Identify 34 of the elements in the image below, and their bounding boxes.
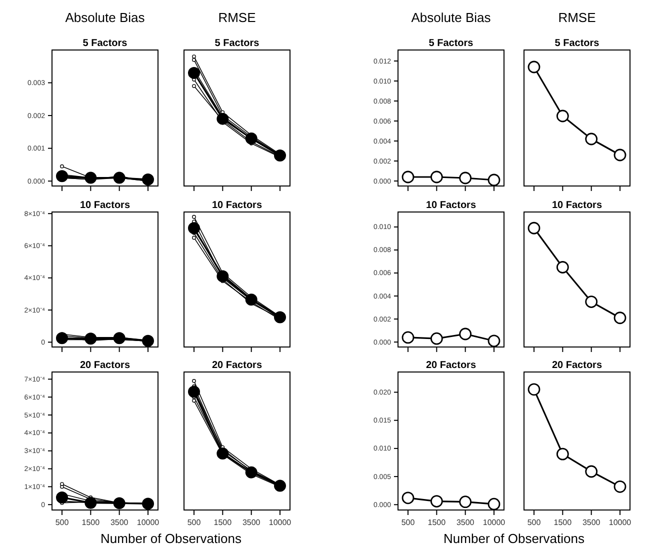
x-axis-title: Number of Observations (444, 531, 585, 546)
chart-title: 10 Factors (552, 200, 602, 211)
x-tick-label: 10000 (608, 518, 632, 527)
chart-title: 5 Factors (428, 38, 474, 49)
text: RMSE (218, 10, 256, 25)
x-tick-label: 500 (401, 518, 416, 527)
x-tick-label: 500 (187, 518, 202, 527)
x-tick-label: 500 (55, 518, 70, 527)
x-tick-label: 3500 (242, 518, 261, 527)
chart-title: 5 Factors (82, 38, 128, 49)
x-tick-label: 10000 (268, 518, 292, 527)
chart-title: 5 Factors (214, 38, 260, 49)
x-tick-label: 3500 (456, 518, 475, 527)
text: Absolute Bias (411, 10, 492, 25)
x-tick-label: 10000 (482, 518, 506, 527)
chart-title: 10 Factors (212, 200, 262, 211)
x-tick-label: 1500 (428, 518, 446, 527)
x-tick-label: 3500 (582, 518, 601, 527)
text: RMSE (558, 10, 596, 25)
x-tick-label: 10000 (136, 518, 160, 527)
chart-title: 5 Factors (554, 38, 600, 49)
x-tick-label: 500 (527, 518, 542, 527)
chart-title: 10 Factors (80, 200, 130, 211)
chart-title: 10 Factors (426, 200, 476, 211)
x-tick-label: 1500 (82, 518, 100, 527)
x-axis-title: Number of Observations (100, 531, 242, 546)
chart-title: 20 Factors (426, 360, 476, 371)
x-tick-label: 1500 (214, 518, 232, 527)
chart-title: 20 Factors (80, 360, 130, 371)
x-tick-label: 1500 (554, 518, 572, 527)
x-tick-label: 3500 (110, 518, 129, 527)
chart-title: 20 Factors (212, 360, 262, 371)
text: Absolute Bias (65, 10, 146, 25)
chart-title: 20 Factors (552, 360, 602, 371)
